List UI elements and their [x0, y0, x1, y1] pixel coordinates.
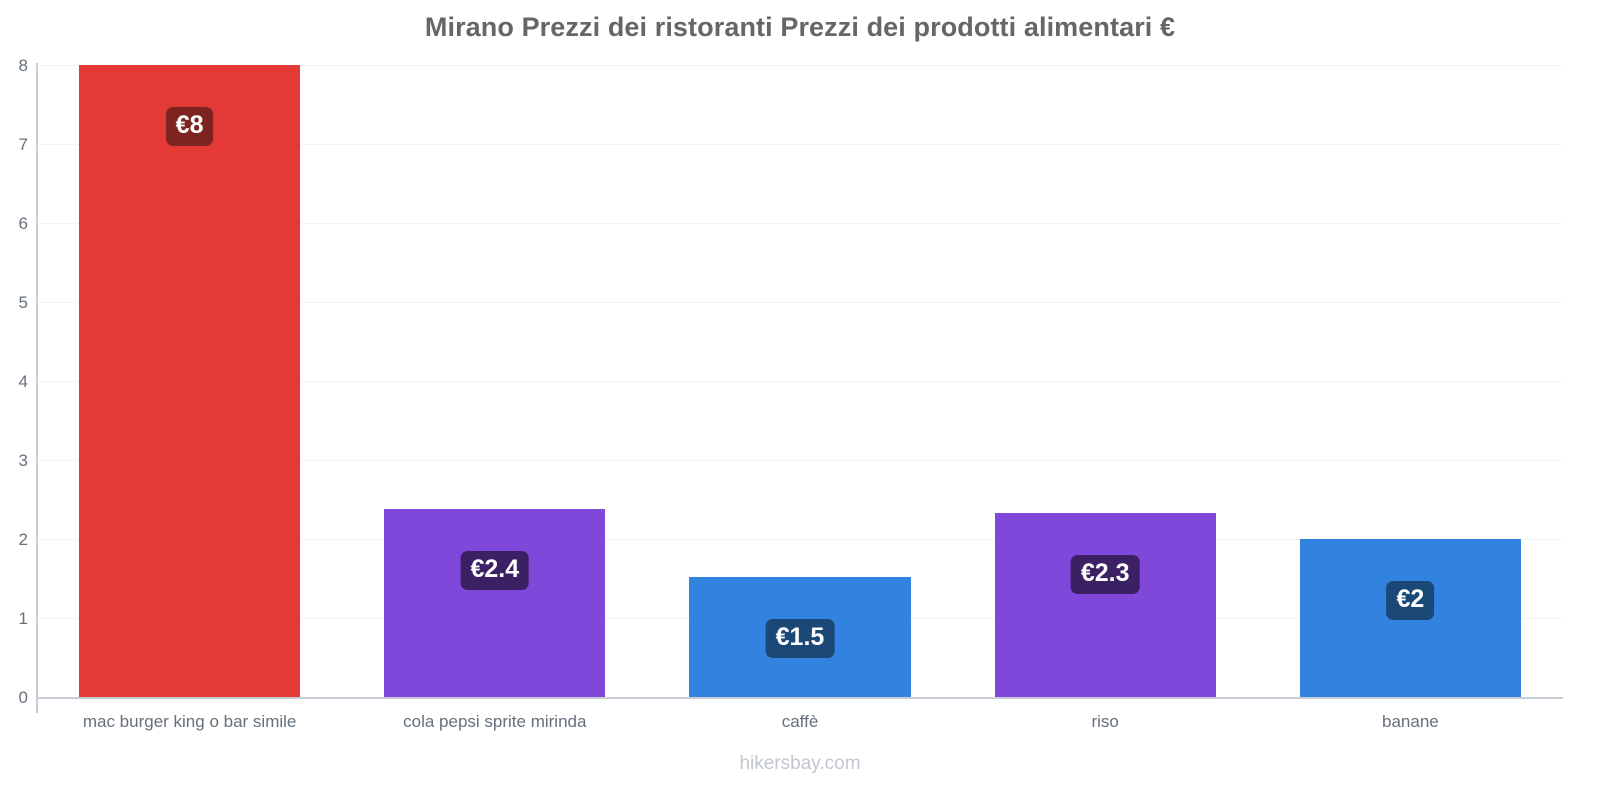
bar[interactable]: €2	[1299, 539, 1522, 697]
y-tick-label: 3	[18, 451, 28, 470]
bar-value-label: €1.5	[765, 618, 835, 658]
bar-value-label: €8	[165, 107, 214, 146]
y-tick-label: 8	[18, 56, 28, 75]
gridline	[37, 65, 1563, 66]
bar[interactable]: €8	[78, 65, 301, 697]
x-tick-label: cola pepsi sprite mirinda	[403, 712, 587, 731]
x-axis-tick-labels: mac burger king o bar simile cola pepsi s…	[37, 712, 1563, 742]
bar-value-label: €2	[1386, 581, 1435, 620]
gridline	[37, 460, 1563, 461]
y-tick-label: 7	[18, 135, 28, 154]
gridline	[37, 539, 1563, 540]
bar[interactable]: €2.3	[994, 512, 1216, 697]
y-tick-label: 5	[18, 293, 28, 312]
bar[interactable]: €2.4	[384, 508, 606, 697]
y-axis-tick-labels: 0 1 2 3 4 5 6 7 8	[0, 56, 28, 707]
bar-value-label: €2.4	[460, 550, 530, 590]
y-tick-label: 4	[18, 372, 28, 391]
y-tick-label: 2	[18, 530, 28, 549]
chart-title: Mirano Prezzi dei ristoranti Prezzi dei …	[424, 12, 1176, 42]
footer-credit: hikersbay.com	[739, 753, 861, 774]
bar-value-label: €2.3	[1070, 554, 1140, 594]
y-tick-label: 1	[18, 609, 28, 628]
axis-baseline	[37, 697, 1563, 699]
x-tick-label: mac burger king o bar simile	[82, 712, 297, 731]
x-tick-label: riso	[1091, 712, 1119, 731]
x-tick-label: caffè	[781, 712, 819, 731]
gridline	[37, 302, 1563, 303]
plot-area: €8 €2.4 €1.5 €2.3 €2	[37, 65, 1563, 699]
y-tick-label: 6	[18, 214, 28, 233]
y-axis-line	[36, 63, 38, 713]
gridline	[37, 223, 1563, 224]
bar[interactable]: €1.5	[689, 576, 911, 697]
x-tick-label: banane	[1382, 712, 1439, 731]
gridline	[37, 381, 1563, 382]
gridline	[37, 144, 1563, 145]
y-tick-label: 0	[18, 688, 28, 707]
